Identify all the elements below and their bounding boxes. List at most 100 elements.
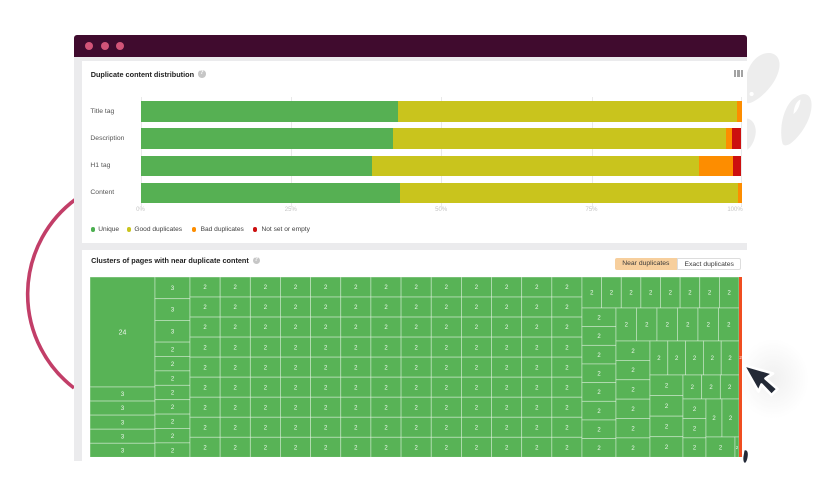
svg-text:2: 2 bbox=[203, 345, 207, 351]
svg-text:2: 2 bbox=[505, 305, 509, 311]
svg-text:2: 2 bbox=[171, 419, 175, 425]
svg-text:2: 2 bbox=[384, 325, 388, 331]
svg-text:3: 3 bbox=[171, 308, 175, 314]
svg-text:2: 2 bbox=[414, 305, 418, 311]
svg-text:2: 2 bbox=[727, 323, 731, 329]
svg-text:2: 2 bbox=[294, 405, 298, 411]
svg-text:2: 2 bbox=[625, 323, 629, 329]
svg-text:2: 2 bbox=[535, 305, 539, 311]
svg-text:2: 2 bbox=[666, 323, 670, 329]
svg-text:2: 2 bbox=[203, 325, 207, 331]
svg-text:2: 2 bbox=[324, 285, 328, 291]
svg-text:2: 2 bbox=[728, 385, 732, 391]
svg-text:2: 2 bbox=[234, 445, 238, 451]
svg-text:2: 2 bbox=[475, 345, 479, 351]
svg-text:2: 2 bbox=[384, 445, 388, 451]
svg-text:2: 2 bbox=[590, 291, 594, 297]
svg-text:2: 2 bbox=[414, 285, 418, 291]
svg-text:2: 2 bbox=[445, 305, 449, 311]
svg-text:2: 2 bbox=[535, 285, 539, 291]
svg-text:2: 2 bbox=[597, 371, 601, 377]
svg-text:3: 3 bbox=[121, 406, 125, 412]
svg-text:2: 2 bbox=[475, 405, 479, 411]
svg-text:2: 2 bbox=[414, 385, 418, 391]
svg-text:2: 2 bbox=[171, 448, 175, 454]
svg-text:2: 2 bbox=[264, 405, 268, 411]
svg-text:2: 2 bbox=[675, 356, 679, 362]
svg-text:2: 2 bbox=[693, 446, 697, 452]
svg-text:2: 2 bbox=[324, 405, 328, 411]
svg-text:2: 2 bbox=[728, 291, 732, 297]
svg-text:2: 2 bbox=[631, 349, 635, 355]
svg-text:2: 2 bbox=[414, 445, 418, 451]
svg-text:2: 2 bbox=[686, 323, 690, 329]
svg-text:2: 2 bbox=[294, 385, 298, 391]
svg-text:2: 2 bbox=[234, 365, 238, 371]
svg-text:2: 2 bbox=[565, 365, 569, 371]
svg-text:2: 2 bbox=[234, 425, 238, 431]
svg-text:2: 2 bbox=[354, 285, 358, 291]
svg-text:2: 2 bbox=[610, 291, 614, 297]
svg-text:2: 2 bbox=[324, 325, 328, 331]
svg-text:24: 24 bbox=[119, 329, 127, 336]
svg-text:2: 2 bbox=[294, 365, 298, 371]
svg-text:2: 2 bbox=[535, 385, 539, 391]
svg-text:2: 2 bbox=[354, 445, 358, 451]
svg-text:2: 2 bbox=[629, 291, 633, 297]
svg-text:2: 2 bbox=[631, 407, 635, 413]
svg-text:2: 2 bbox=[565, 345, 569, 351]
svg-text:2: 2 bbox=[565, 425, 569, 431]
svg-text:2: 2 bbox=[264, 425, 268, 431]
svg-text:2: 2 bbox=[565, 445, 569, 451]
svg-text:2: 2 bbox=[354, 345, 358, 351]
svg-text:2: 2 bbox=[597, 446, 601, 452]
svg-text:2: 2 bbox=[691, 385, 695, 391]
svg-text:2: 2 bbox=[294, 285, 298, 291]
svg-text:2: 2 bbox=[657, 356, 661, 362]
svg-text:2: 2 bbox=[665, 445, 669, 451]
svg-text:2: 2 bbox=[294, 325, 298, 331]
svg-text:2: 2 bbox=[234, 405, 238, 411]
svg-text:2: 2 bbox=[445, 285, 449, 291]
svg-text:2: 2 bbox=[234, 305, 238, 311]
svg-text:2: 2 bbox=[693, 407, 697, 413]
svg-text:2: 2 bbox=[688, 291, 692, 297]
svg-text:2: 2 bbox=[445, 325, 449, 331]
svg-text:2: 2 bbox=[708, 291, 712, 297]
svg-text:3: 3 bbox=[121, 434, 125, 440]
svg-text:3: 3 bbox=[121, 392, 125, 398]
svg-text:2: 2 bbox=[707, 323, 711, 329]
svg-text:2: 2 bbox=[264, 305, 268, 311]
svg-text:3: 3 bbox=[171, 329, 175, 335]
svg-text:2: 2 bbox=[649, 291, 653, 297]
svg-text:2: 2 bbox=[565, 325, 569, 331]
svg-text:2: 2 bbox=[669, 291, 673, 297]
svg-text:2: 2 bbox=[203, 285, 207, 291]
svg-text:2: 2 bbox=[645, 323, 649, 329]
svg-text:2: 2 bbox=[631, 446, 635, 452]
svg-text:2: 2 bbox=[234, 325, 238, 331]
svg-text:2: 2 bbox=[324, 305, 328, 311]
svg-text:2: 2 bbox=[597, 390, 601, 396]
svg-text:2: 2 bbox=[565, 405, 569, 411]
svg-text:2: 2 bbox=[171, 391, 175, 397]
svg-text:2: 2 bbox=[597, 353, 601, 359]
svg-text:2: 2 bbox=[414, 345, 418, 351]
svg-text:2: 2 bbox=[234, 285, 238, 291]
svg-text:2: 2 bbox=[203, 365, 207, 371]
svg-text:2: 2 bbox=[171, 347, 175, 353]
svg-text:2: 2 bbox=[711, 356, 715, 362]
svg-text:2: 2 bbox=[264, 285, 268, 291]
svg-text:2: 2 bbox=[712, 416, 716, 422]
svg-text:2: 2 bbox=[354, 385, 358, 391]
svg-text:2: 2 bbox=[354, 365, 358, 371]
svg-text:2: 2 bbox=[535, 445, 539, 451]
svg-text:2: 2 bbox=[324, 385, 328, 391]
svg-text:2: 2 bbox=[414, 425, 418, 431]
svg-text:2: 2 bbox=[728, 356, 732, 362]
svg-text:2: 2 bbox=[597, 315, 601, 321]
svg-text:2: 2 bbox=[324, 445, 328, 451]
svg-text:2: 2 bbox=[354, 305, 358, 311]
svg-text:2: 2 bbox=[736, 445, 739, 450]
svg-text:2: 2 bbox=[203, 425, 207, 431]
